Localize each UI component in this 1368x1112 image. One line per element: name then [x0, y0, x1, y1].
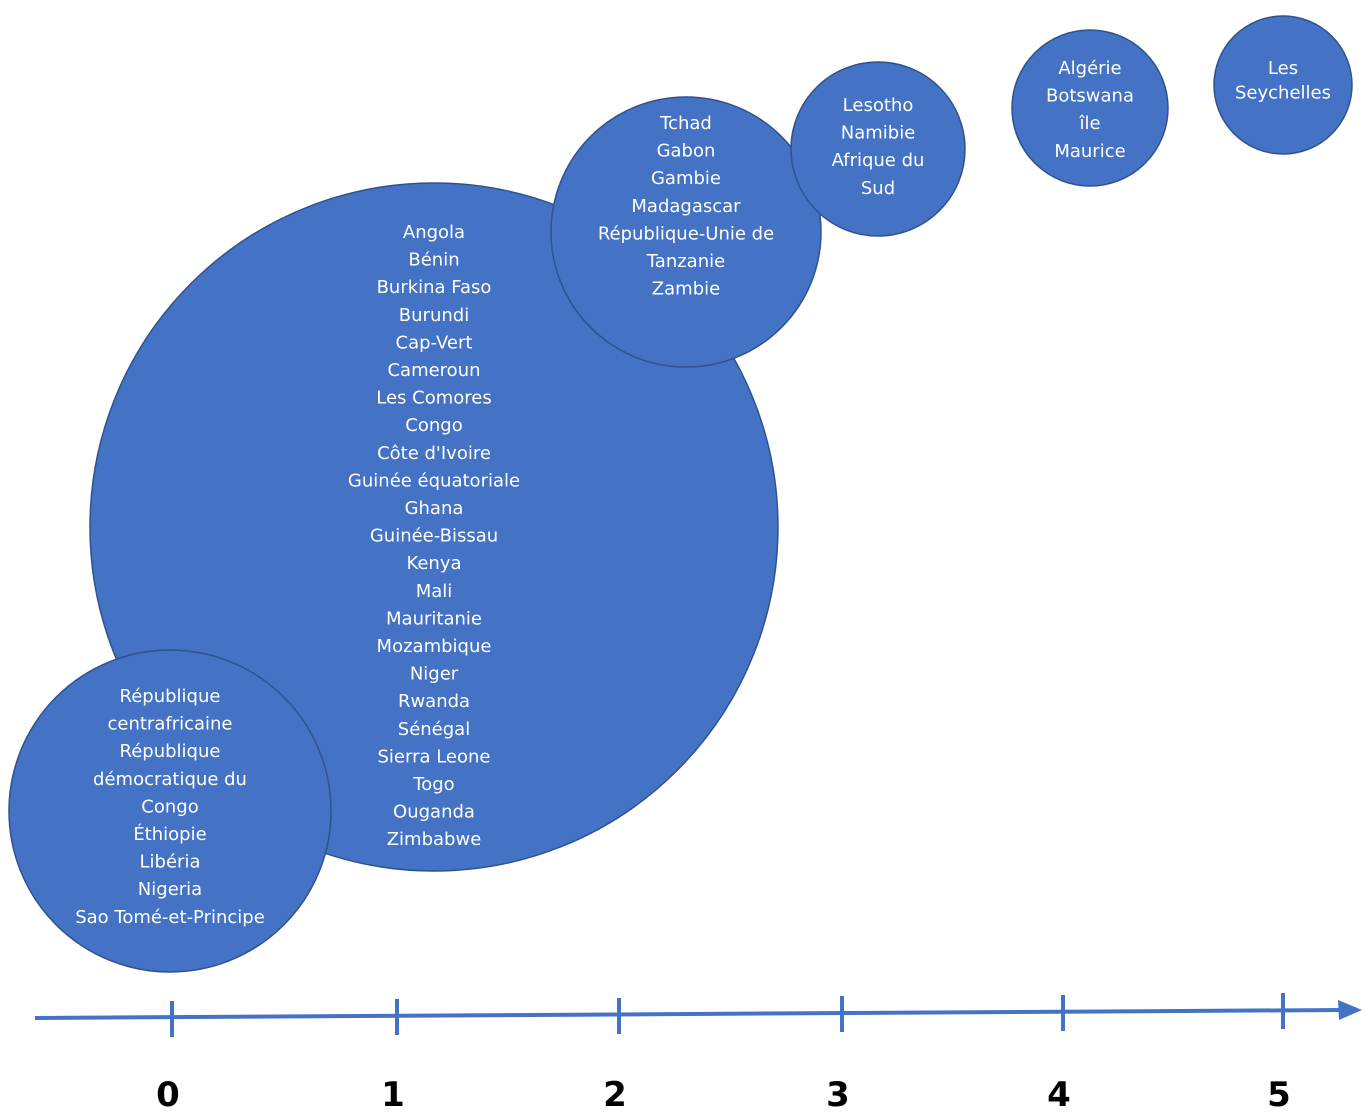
- bubble-5-label: Seychelles: [1235, 83, 1331, 104]
- bubble-group-5: Les Seychelles: [1213, 15, 1353, 155]
- bubble-0-label: Congo: [141, 796, 198, 817]
- bubble-3: [790, 61, 966, 237]
- bubble-1-label: Les Comores: [376, 388, 491, 409]
- bubble-2-label: République-Unie de: [598, 223, 774, 244]
- bubble-2: [550, 96, 822, 368]
- bubble-1-label: Guinée équatoriale: [348, 470, 520, 491]
- bubble-0-label: Libéria: [140, 852, 201, 873]
- axis-tick-label-1: 1: [381, 1075, 405, 1112]
- bubble-1-label: Mozambique: [377, 636, 492, 657]
- bubble-1-label: Rwanda: [398, 691, 470, 712]
- bubble-1-label: Cap-Vert: [396, 332, 473, 353]
- bubble-2-label: Tchad: [659, 113, 712, 134]
- bubble-3-label: Afrique du: [832, 150, 925, 171]
- bubble-1-label: Togo: [412, 774, 454, 795]
- bubble-1-label: Ghana: [405, 498, 464, 519]
- bubble-0-label: centrafricaine: [107, 714, 232, 735]
- axis-tick-label-3: 3: [826, 1075, 850, 1112]
- axis-tick-label-5: 5: [1267, 1075, 1291, 1112]
- bubble-group-4: Algérie Botswana île Maurice: [1011, 29, 1169, 187]
- bubble-3-label: Namibie: [841, 123, 916, 144]
- axis-tick-label-0: 0: [156, 1075, 180, 1112]
- axis-arrowhead: [1338, 1000, 1362, 1020]
- bubble-1-label: Sierra Leone: [377, 746, 490, 767]
- bubble-1-label: Congo: [405, 415, 462, 436]
- bubble-0-label: Nigeria: [138, 879, 202, 900]
- bubble-2-label: Zambie: [652, 279, 720, 300]
- bubble-2-label: Madagascar: [631, 196, 741, 217]
- bubble-0-label: démocratique du: [93, 769, 247, 790]
- bubble-1-label: Sénégal: [398, 719, 470, 740]
- bubble-1-label: Côte d'Ivoire: [377, 443, 491, 464]
- bubble-1-label: Burundi: [399, 305, 469, 326]
- bubble-5-label: Les: [1268, 58, 1298, 79]
- bubble-5: [1213, 15, 1353, 155]
- bubble-1-label: Bénin: [408, 250, 459, 271]
- number-axis: 0 1 2 3 4 5: [34, 993, 1362, 1112]
- bubble-0-label: Éthiopie: [133, 823, 206, 845]
- bubble-group-2: Tchad Gabon Gambie Madagascar République-Uni…: [550, 96, 822, 368]
- bubble-1-label: Mali: [416, 581, 453, 602]
- bubble-4-label: île: [1078, 113, 1100, 134]
- bubble-0-label: République: [120, 741, 221, 762]
- bubble-1-label: Mauritanie: [386, 608, 482, 629]
- bubble-group-0: République centrafricaine République démocr…: [8, 649, 332, 973]
- axis-tick-label-2: 2: [603, 1075, 627, 1112]
- bubble-2-label: Tanzanie: [646, 251, 725, 272]
- bubbles-layer: Angola Bénin Burkina Faso Burundi Cap-Vert Ca…: [8, 15, 1353, 973]
- bubble-1-label: Cameroun: [387, 360, 480, 381]
- bubble-0: [8, 649, 332, 973]
- bubble-1-label: Burkina Faso: [377, 277, 492, 298]
- bubble-4: [1011, 29, 1169, 187]
- bubble-group-3: Lesotho Namibie Afrique du Sud: [790, 61, 966, 237]
- bubble-1-label: Guinée-Bissau: [370, 526, 498, 547]
- axis-ticks: 0 1 2 3 4 5: [156, 993, 1291, 1112]
- bubble-3-label: Sud: [861, 178, 895, 199]
- bubble-1-label: Niger: [410, 664, 459, 685]
- bubble-4-label: Botswana: [1046, 86, 1134, 107]
- axis-tick-label-4: 4: [1047, 1075, 1071, 1112]
- axis-line: [34, 1008, 1343, 1020]
- bubble-0-label: République: [120, 686, 221, 707]
- bubble-4-label: Algérie: [1058, 58, 1121, 79]
- bubble-1-label: Zimbabwe: [387, 829, 482, 850]
- bubble-4-label: Maurice: [1054, 141, 1125, 162]
- bubble-1-label: Ouganda: [393, 802, 475, 823]
- bubble-3-label: Lesotho: [843, 95, 914, 116]
- bubble-1-label: Angola: [403, 222, 465, 243]
- bubble-1-label: Kenya: [406, 553, 461, 574]
- bubble-2-label: Gabon: [657, 141, 716, 162]
- bubble-2-label: Gambie: [651, 168, 721, 189]
- bubble-0-label: Sao Tomé-et-Principe: [75, 907, 265, 928]
